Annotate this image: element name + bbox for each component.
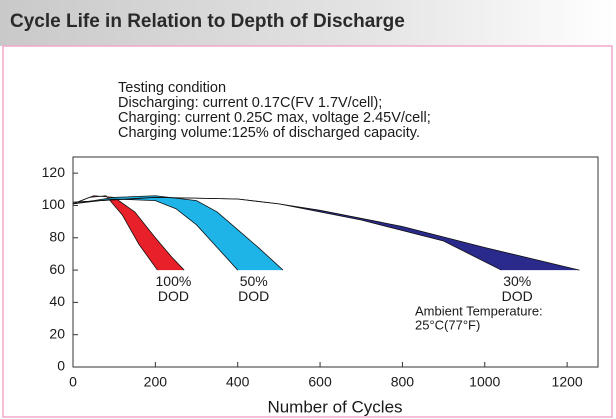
y-tick-label: 120: [42, 164, 66, 180]
x-tick-label: 600: [308, 374, 332, 390]
series-label: 30%: [503, 273, 531, 289]
note: Charging: current 0.25C max, voltage 2.4…: [118, 110, 431, 126]
plot-frame: [72, 156, 599, 368]
x-tick-label: 0: [69, 374, 77, 390]
panel-border: [2, 45, 613, 418]
note: Charging volume:125% of discharged capac…: [118, 125, 420, 141]
note: Discharging: current 0.17C(FV 1.7V/cell)…: [118, 95, 382, 111]
series-label: 100%: [156, 273, 192, 289]
band-edge: [72, 196, 502, 271]
band-edge: [72, 195, 284, 271]
chart-title: Cycle Life in Relation to Depth of Disch…: [10, 11, 405, 32]
annotation: Ambient Temperature:: [415, 303, 543, 318]
series-label: DOD: [238, 288, 269, 304]
note: Testing condition: [118, 80, 226, 96]
series-label: 50%: [240, 273, 268, 289]
y-tick-label: 80: [49, 228, 65, 244]
y-tick-label: 0: [57, 358, 65, 374]
header-bar: [0, 0, 616, 46]
y-tick-label: 40: [49, 293, 65, 309]
band-fill: [73, 195, 283, 271]
series-label: DOD: [502, 288, 533, 304]
y-tick-label: 100: [42, 196, 66, 212]
band-edge: [72, 195, 158, 271]
x-axis-title: Number of Cycles: [267, 397, 402, 416]
series-label: DOD: [158, 288, 189, 304]
x-tick-label: 400: [226, 374, 250, 390]
x-tick-label: 1000: [469, 374, 500, 390]
band-edge: [72, 195, 185, 271]
annotation: 25°C(77°F): [415, 317, 480, 332]
x-tick-label: 1200: [552, 374, 583, 390]
x-tick-label: 800: [391, 374, 415, 390]
band-edge: [72, 198, 239, 271]
y-tick-label: 20: [49, 325, 65, 341]
x-tick-label: 200: [144, 374, 168, 390]
band-fill: [73, 195, 185, 271]
y-tick-label: 60: [49, 261, 65, 277]
